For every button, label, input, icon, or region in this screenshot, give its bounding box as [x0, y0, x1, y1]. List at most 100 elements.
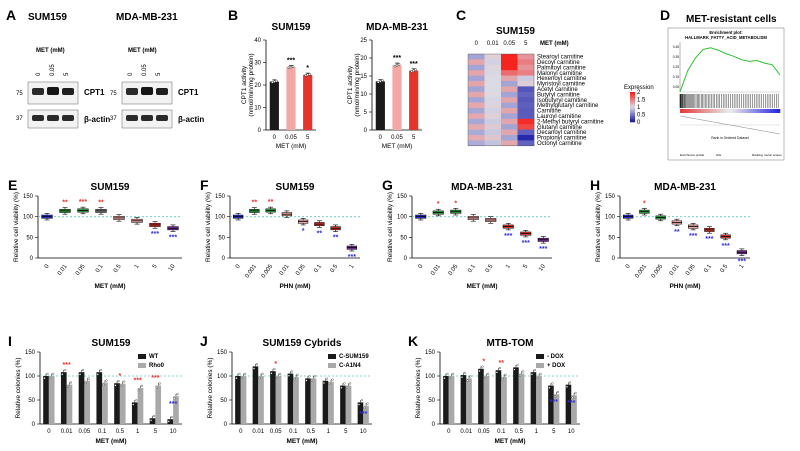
chart-title: SUM159 — [91, 182, 130, 193]
y-tick-label: 0 — [32, 422, 36, 428]
y-tick-label: 20 — [360, 56, 367, 62]
bar — [48, 376, 55, 424]
ranking-color-segment — [763, 109, 767, 113]
heatmap-row-label: Myristoyl carnitine — [537, 82, 586, 88]
legend-entry: Ranking metric scores — [752, 153, 782, 157]
x-axis-label: PHN (mM) — [669, 283, 700, 290]
heatmap-title: SUM159 — [496, 26, 535, 37]
x-tick-label: 10 — [538, 263, 547, 272]
x-tick-label: 0.001 — [244, 263, 258, 279]
x-tick-label: 0.1 — [497, 429, 506, 435]
x-tick-label: 0.5 — [307, 429, 316, 435]
bar — [60, 372, 67, 424]
mw-marker: 75 — [110, 91, 117, 97]
x-tick-label: 0.05 — [448, 263, 460, 277]
panel-letter: K — [408, 333, 418, 349]
y-tick-label: 0 — [224, 422, 228, 428]
data-point — [360, 399, 364, 402]
enrichment-curve — [679, 47, 781, 93]
y-tick-label: 0.15 — [673, 75, 679, 79]
significance-label: ** — [268, 199, 274, 206]
band — [156, 88, 168, 95]
ranking-color-segment — [690, 109, 694, 113]
bar — [530, 372, 537, 424]
chart-c-heatmap: MET (mM) 0 0.01 0.05 5 Stearoyl carnitineDeco… — [467, 41, 654, 147]
data-point — [305, 379, 308, 382]
heatmap-cell — [484, 64, 502, 71]
data-point — [149, 419, 153, 422]
bar — [310, 378, 317, 424]
heatmap-cell — [501, 97, 518, 103]
y-tick-label: 100 — [397, 215, 408, 221]
significance-label: * — [454, 200, 457, 207]
x-tick-label: 0.5 — [720, 263, 730, 274]
data-point — [460, 376, 464, 379]
y-tick-label: 50 — [608, 235, 615, 241]
y-tick-label: 150 — [425, 350, 436, 356]
data-point — [235, 377, 238, 380]
panel-c-letter: C — [456, 7, 466, 23]
x-tick-label: 0 — [379, 135, 383, 141]
x-tick-label: 1 — [349, 263, 356, 270]
y-tick-label: 150 — [217, 350, 228, 356]
data-point — [495, 371, 499, 374]
data-point — [46, 372, 49, 375]
y-axis-label: CPT1 activity(nmol/min/mg protein) — [241, 53, 255, 116]
x-tick-label: 0.1 — [289, 429, 298, 435]
heatmap-cell — [517, 97, 535, 103]
ranking-color-segment — [720, 109, 724, 113]
heatmap-cell — [501, 108, 518, 114]
data-point — [278, 372, 282, 375]
x-tick-label: 0 — [47, 429, 51, 435]
legend-swatch — [630, 102, 635, 105]
heatmap-cell — [501, 118, 518, 125]
data-point — [152, 415, 156, 418]
data-point — [238, 372, 241, 375]
bar — [460, 375, 467, 424]
significance-label: * — [302, 228, 305, 235]
y-tick-label: 0.35 — [673, 55, 679, 59]
blot-sum159: SUM159 MET (mM) 0 0.05 5 75 37 CPT1 β-ac… — [16, 12, 110, 129]
bar — [553, 394, 560, 424]
heatmap-cell — [484, 108, 502, 114]
x-tick-label: 0.05 — [79, 429, 91, 435]
heatmap-row-label: Carnitine — [537, 109, 562, 115]
y-axis-label: Relative cell viability (%) — [387, 192, 394, 262]
heatmap-cell — [484, 91, 502, 98]
x-tick-label: 5 — [344, 429, 348, 435]
x-tick-label: 1 — [136, 429, 140, 435]
data-point — [99, 368, 102, 372]
heatmap-row-label: Propionyl carnitine — [537, 136, 587, 142]
heatmap-row-label: Butyryl carnitine — [537, 92, 580, 98]
panel-a-letter: A — [6, 7, 16, 23]
data-point — [102, 383, 105, 386]
heatmap-cell — [517, 81, 535, 87]
legend-swatch — [630, 101, 635, 103]
data-point — [252, 367, 256, 370]
legend-label: - DOX — [547, 354, 564, 360]
significance-label: *** — [522, 240, 530, 247]
data-point — [313, 375, 317, 378]
y-tick-label: 50 — [218, 235, 225, 241]
bar — [305, 378, 311, 424]
bar — [293, 376, 299, 424]
bar — [269, 81, 279, 130]
heatmap-cell — [501, 86, 518, 93]
data-point — [548, 386, 551, 389]
blot-treatment-label: MET (mM) — [36, 48, 65, 54]
lane-label: 0.05 — [142, 64, 148, 76]
blot-mda-mb-231: MDA-MB-231 MET (mM) 0 0.05 5 75 37 CPT1 … — [110, 12, 204, 129]
data-point — [296, 373, 299, 376]
data-point — [69, 381, 73, 384]
data-point — [463, 371, 467, 374]
bar — [495, 370, 502, 424]
data-point — [117, 379, 120, 383]
y-tick-label: 10 — [360, 92, 367, 98]
heatmap-cell — [468, 91, 485, 98]
ranking-color-segment — [770, 109, 774, 113]
ranking-color-segment — [716, 109, 721, 113]
y-tick-label: 100 — [217, 374, 228, 380]
chart-e: E SUM159 0 50 100 150 0 ** 0.01 *** 0.05 ** 0.1 0.5 1 *… — [8, 177, 182, 290]
legend-swatch — [536, 363, 544, 368]
x-tick-label: 0 — [625, 263, 632, 270]
